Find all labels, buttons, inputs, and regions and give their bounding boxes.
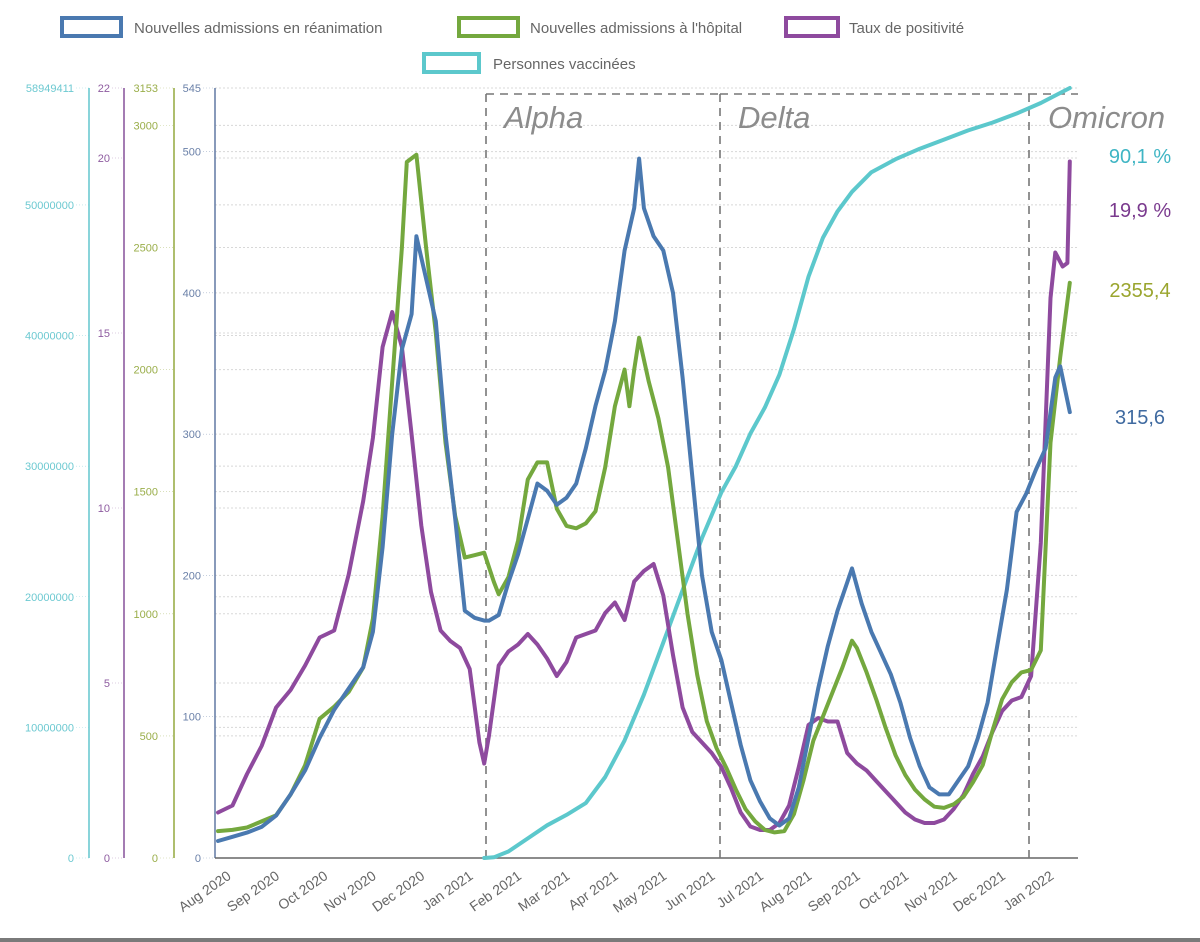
- y-tick-label: 0: [104, 853, 110, 865]
- x-tick-label: Sep 2020: [224, 867, 282, 915]
- variant-label: Alpha: [502, 100, 583, 135]
- y-tick-label: 3000: [134, 120, 158, 132]
- y-tick-label: 0: [152, 853, 158, 865]
- y-tick-label: 100: [183, 712, 201, 724]
- y-tick-label: 30000000: [25, 461, 74, 473]
- legend-swatch-positivite: [784, 16, 840, 38]
- x-tick-label: Jun 2021: [661, 867, 718, 913]
- end-value-label: 2355,4: [1109, 280, 1170, 302]
- legend-label-positivite: Taux de positivité: [849, 20, 964, 37]
- end-value-label: 315,6: [1115, 407, 1165, 429]
- variant-period-alpha: Alpha: [485, 93, 720, 858]
- y-tick-label: 2500: [134, 242, 158, 254]
- y-tick-label: 10: [98, 503, 110, 515]
- variant-period-omicron: Omicron: [1028, 93, 1165, 858]
- end-value-label: 90,1 %: [1109, 146, 1171, 168]
- y-tick-label: 300: [183, 429, 201, 441]
- end-value-label: 19,9 %: [1109, 200, 1171, 222]
- y-axis-2: 0 500 1000 1500 2000 2500 3000 3153: [134, 83, 175, 865]
- y-tick-label: 22: [98, 83, 110, 95]
- variant-period-delta: Delta: [719, 93, 1029, 858]
- x-tick-label: May 2021: [610, 867, 670, 915]
- y-axis-3: 0 100 200 300 400 500 545: [183, 83, 216, 865]
- y-tick-label: 58949411: [26, 83, 74, 95]
- variant-label: Delta: [738, 100, 810, 135]
- series-lines: [216, 86, 1072, 860]
- end-labels: 315,6 2355,4 19,9 % 90,1 %: [1109, 146, 1171, 429]
- y-tick-label: 545: [183, 83, 201, 95]
- x-tick-label: Aug 2020: [175, 867, 233, 915]
- variant-periods: Alpha Delta Omicron: [485, 93, 1165, 858]
- y-tick-label: 15: [98, 328, 110, 340]
- y-axes: 0100000002000000030000000400000005000000…: [25, 83, 216, 865]
- y-tick-label: 2000: [134, 365, 158, 377]
- x-tick-label: Oct 2020: [275, 867, 331, 913]
- x-tick-label: Jan 2022: [1000, 867, 1057, 913]
- legend-item-reanimation[interactable]: Nouvelles admissions en réanimation: [60, 16, 382, 38]
- legend-swatch-hopital: [457, 16, 520, 38]
- y-tick-label: 50000000: [25, 200, 74, 212]
- y-tick-label: 500: [140, 731, 158, 743]
- legend-label-hopital: Nouvelles admissions à l'hôpital: [530, 20, 742, 37]
- series-line-2: [216, 159, 1072, 832]
- x-tick-label: Nov 2020: [321, 867, 379, 915]
- y-tick-label: 20000000: [25, 592, 74, 604]
- series-line-1: [216, 152, 1072, 835]
- x-tick-label: Mar 2021: [515, 867, 573, 914]
- y-tick-label: 0: [195, 853, 201, 865]
- x-tick-label: Nov 2021: [901, 867, 959, 915]
- legend-item-positivite[interactable]: Taux de positivité: [784, 16, 964, 38]
- gridlines: [215, 87, 1078, 737]
- x-tick-label: Jan 2021: [419, 867, 476, 913]
- y-tick-label: 40000000: [25, 331, 74, 343]
- y-tick-label: 1000: [134, 609, 158, 621]
- variant-label: Omicron: [1048, 100, 1165, 135]
- y-axis-1: 0 5 10 15 20 22: [98, 83, 125, 865]
- y-tick-label: 400: [183, 288, 201, 300]
- x-tick-label: Dec 2020: [369, 867, 427, 915]
- x-tick-label: Feb 2021: [466, 867, 524, 914]
- y-tick-label: 0: [68, 853, 74, 865]
- legend-swatch-vaccinees: [422, 52, 481, 74]
- legend-swatch-reanimation: [60, 16, 123, 38]
- x-tick-label: Sep 2021: [805, 867, 863, 915]
- x-tick-label: Aug 2021: [756, 867, 814, 915]
- legend-label-vaccinees: Personnes vaccinées: [493, 56, 636, 73]
- x-tick-label: Dec 2021: [950, 867, 1008, 915]
- series-line-0: [216, 156, 1072, 843]
- legend-label-reanimation: Nouvelles admissions en réanimation: [134, 20, 382, 37]
- series-line-3: [482, 86, 1072, 860]
- window-bottom-border: [0, 938, 1200, 942]
- y-tick-label: 1500: [134, 487, 158, 499]
- legend-item-vaccinees[interactable]: Personnes vaccinées: [422, 52, 636, 74]
- y-tick-label: 3153: [134, 83, 158, 95]
- y-tick-label: 500: [183, 147, 201, 159]
- legend: Nouvelles admissions en réanimation Nouv…: [60, 16, 964, 74]
- y-tick-label: 10000000: [25, 722, 74, 734]
- y-axis-0: 0 10000000 20000000 30000000 40000000 5000000…: [25, 83, 90, 865]
- legend-item-hopital[interactable]: Nouvelles admissions à l'hôpital: [457, 16, 742, 38]
- y-tick-label: 200: [183, 570, 201, 582]
- y-tick-label: 20: [98, 153, 110, 165]
- x-tick-label: Oct 2021: [856, 867, 912, 913]
- y-tick-label: 5: [104, 678, 110, 690]
